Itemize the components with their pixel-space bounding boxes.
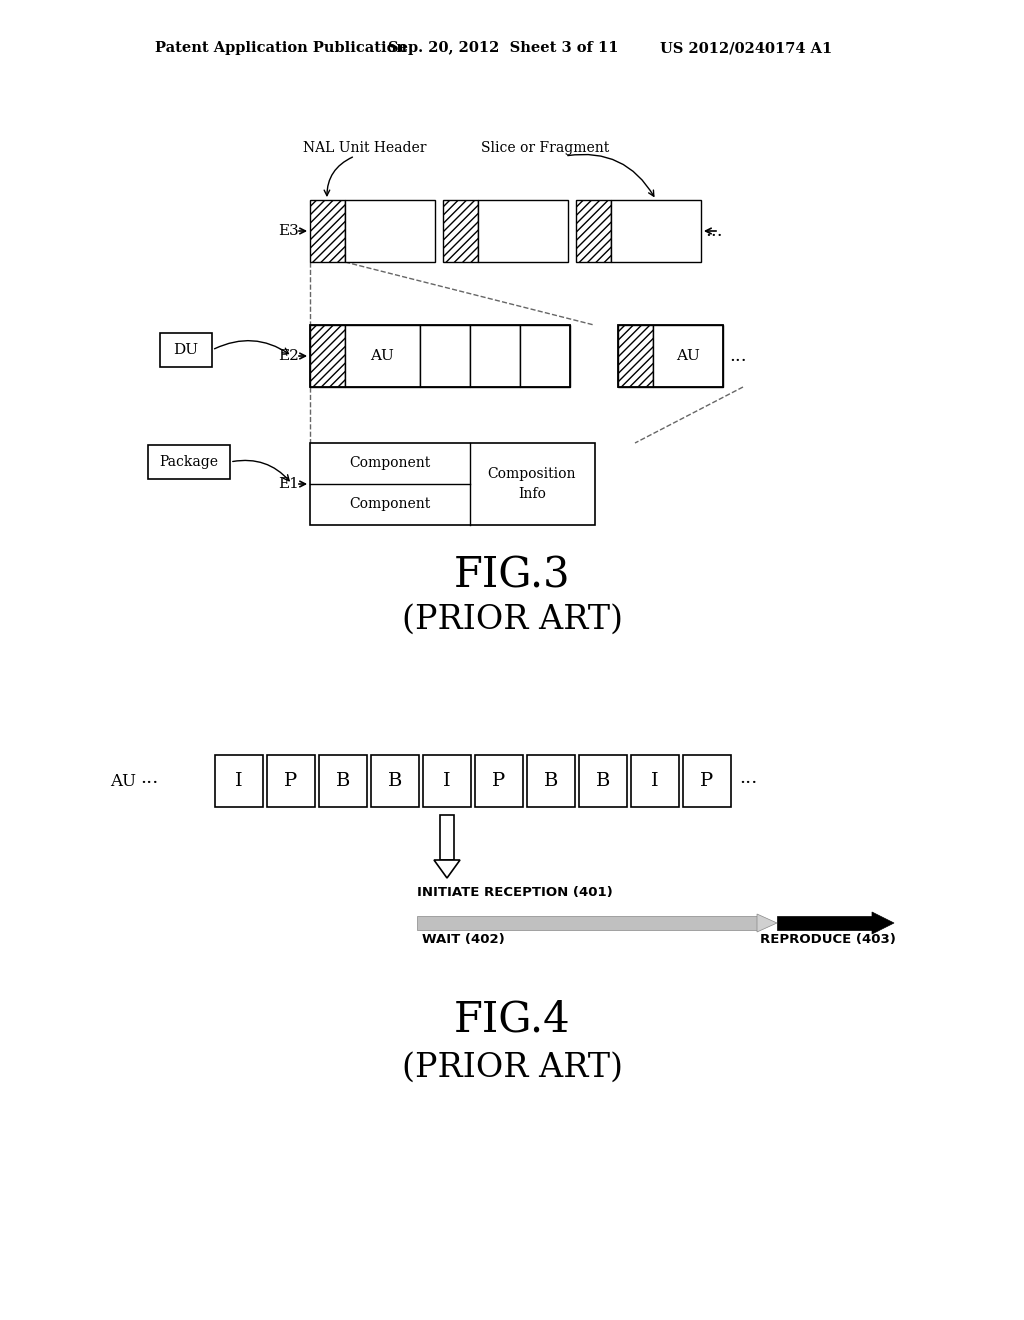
Bar: [148, 445, 230, 479]
Text: INITIATE RECEPTION (401): INITIATE RECEPTION (401): [417, 886, 612, 899]
Bar: [618, 325, 653, 387]
Text: I: I: [236, 772, 243, 789]
Text: I: I: [651, 772, 658, 789]
Bar: [618, 325, 723, 387]
Text: P: P: [285, 772, 298, 789]
Text: Slice or Fragment: Slice or Fragment: [481, 141, 609, 154]
Bar: [310, 325, 570, 387]
Bar: [777, 916, 872, 931]
Text: B: B: [336, 772, 350, 789]
Bar: [683, 755, 731, 807]
Bar: [215, 755, 263, 807]
Text: ...: ...: [729, 347, 746, 366]
Text: FIG.3: FIG.3: [454, 554, 570, 597]
Bar: [310, 444, 595, 525]
Text: B: B: [388, 772, 402, 789]
Bar: [310, 201, 345, 261]
Bar: [420, 325, 470, 387]
Text: AU: AU: [110, 772, 136, 789]
Text: Composition
Info: Composition Info: [487, 467, 577, 500]
Bar: [417, 916, 757, 931]
Bar: [478, 201, 568, 261]
Bar: [579, 755, 627, 807]
Bar: [527, 755, 575, 807]
Text: Component: Component: [349, 455, 431, 470]
Text: (PRIOR ART): (PRIOR ART): [401, 1052, 623, 1084]
Text: I: I: [443, 772, 451, 789]
Polygon shape: [872, 912, 894, 935]
Text: Sep. 20, 2012  Sheet 3 of 11: Sep. 20, 2012 Sheet 3 of 11: [388, 41, 618, 55]
Bar: [653, 325, 723, 387]
Bar: [443, 201, 478, 261]
Text: P: P: [493, 772, 506, 789]
Bar: [345, 201, 435, 261]
Text: DU: DU: [173, 343, 199, 356]
Text: US 2012/0240174 A1: US 2012/0240174 A1: [660, 41, 833, 55]
Text: E1: E1: [278, 477, 299, 491]
Text: B: B: [544, 772, 558, 789]
Bar: [575, 201, 611, 261]
Bar: [310, 325, 345, 387]
Bar: [440, 814, 454, 861]
Text: Component: Component: [349, 498, 431, 511]
Polygon shape: [757, 913, 777, 932]
Text: AU: AU: [676, 348, 700, 363]
Text: NAL Unit Header: NAL Unit Header: [303, 141, 427, 154]
Bar: [160, 333, 212, 367]
Text: ···: ···: [140, 774, 159, 792]
Polygon shape: [434, 861, 460, 878]
Bar: [520, 325, 570, 387]
Text: WAIT (402): WAIT (402): [422, 933, 505, 946]
Bar: [345, 325, 420, 387]
Text: Package: Package: [160, 455, 218, 469]
Bar: [371, 755, 419, 807]
Text: ...: ...: [705, 222, 723, 240]
Text: ···: ···: [739, 774, 758, 792]
Text: REPRODUCE (403): REPRODUCE (403): [760, 933, 896, 946]
Bar: [423, 755, 471, 807]
Text: P: P: [700, 772, 714, 789]
Text: B: B: [596, 772, 610, 789]
Text: E3: E3: [278, 224, 299, 238]
Text: FIG.4: FIG.4: [454, 999, 570, 1041]
Text: E2: E2: [278, 348, 299, 363]
Bar: [631, 755, 679, 807]
Text: Patent Application Publication: Patent Application Publication: [155, 41, 407, 55]
Bar: [319, 755, 367, 807]
Bar: [470, 325, 520, 387]
Bar: [267, 755, 315, 807]
Bar: [611, 201, 701, 261]
Text: (PRIOR ART): (PRIOR ART): [401, 605, 623, 636]
Text: AU: AU: [370, 348, 394, 363]
Bar: [475, 755, 523, 807]
